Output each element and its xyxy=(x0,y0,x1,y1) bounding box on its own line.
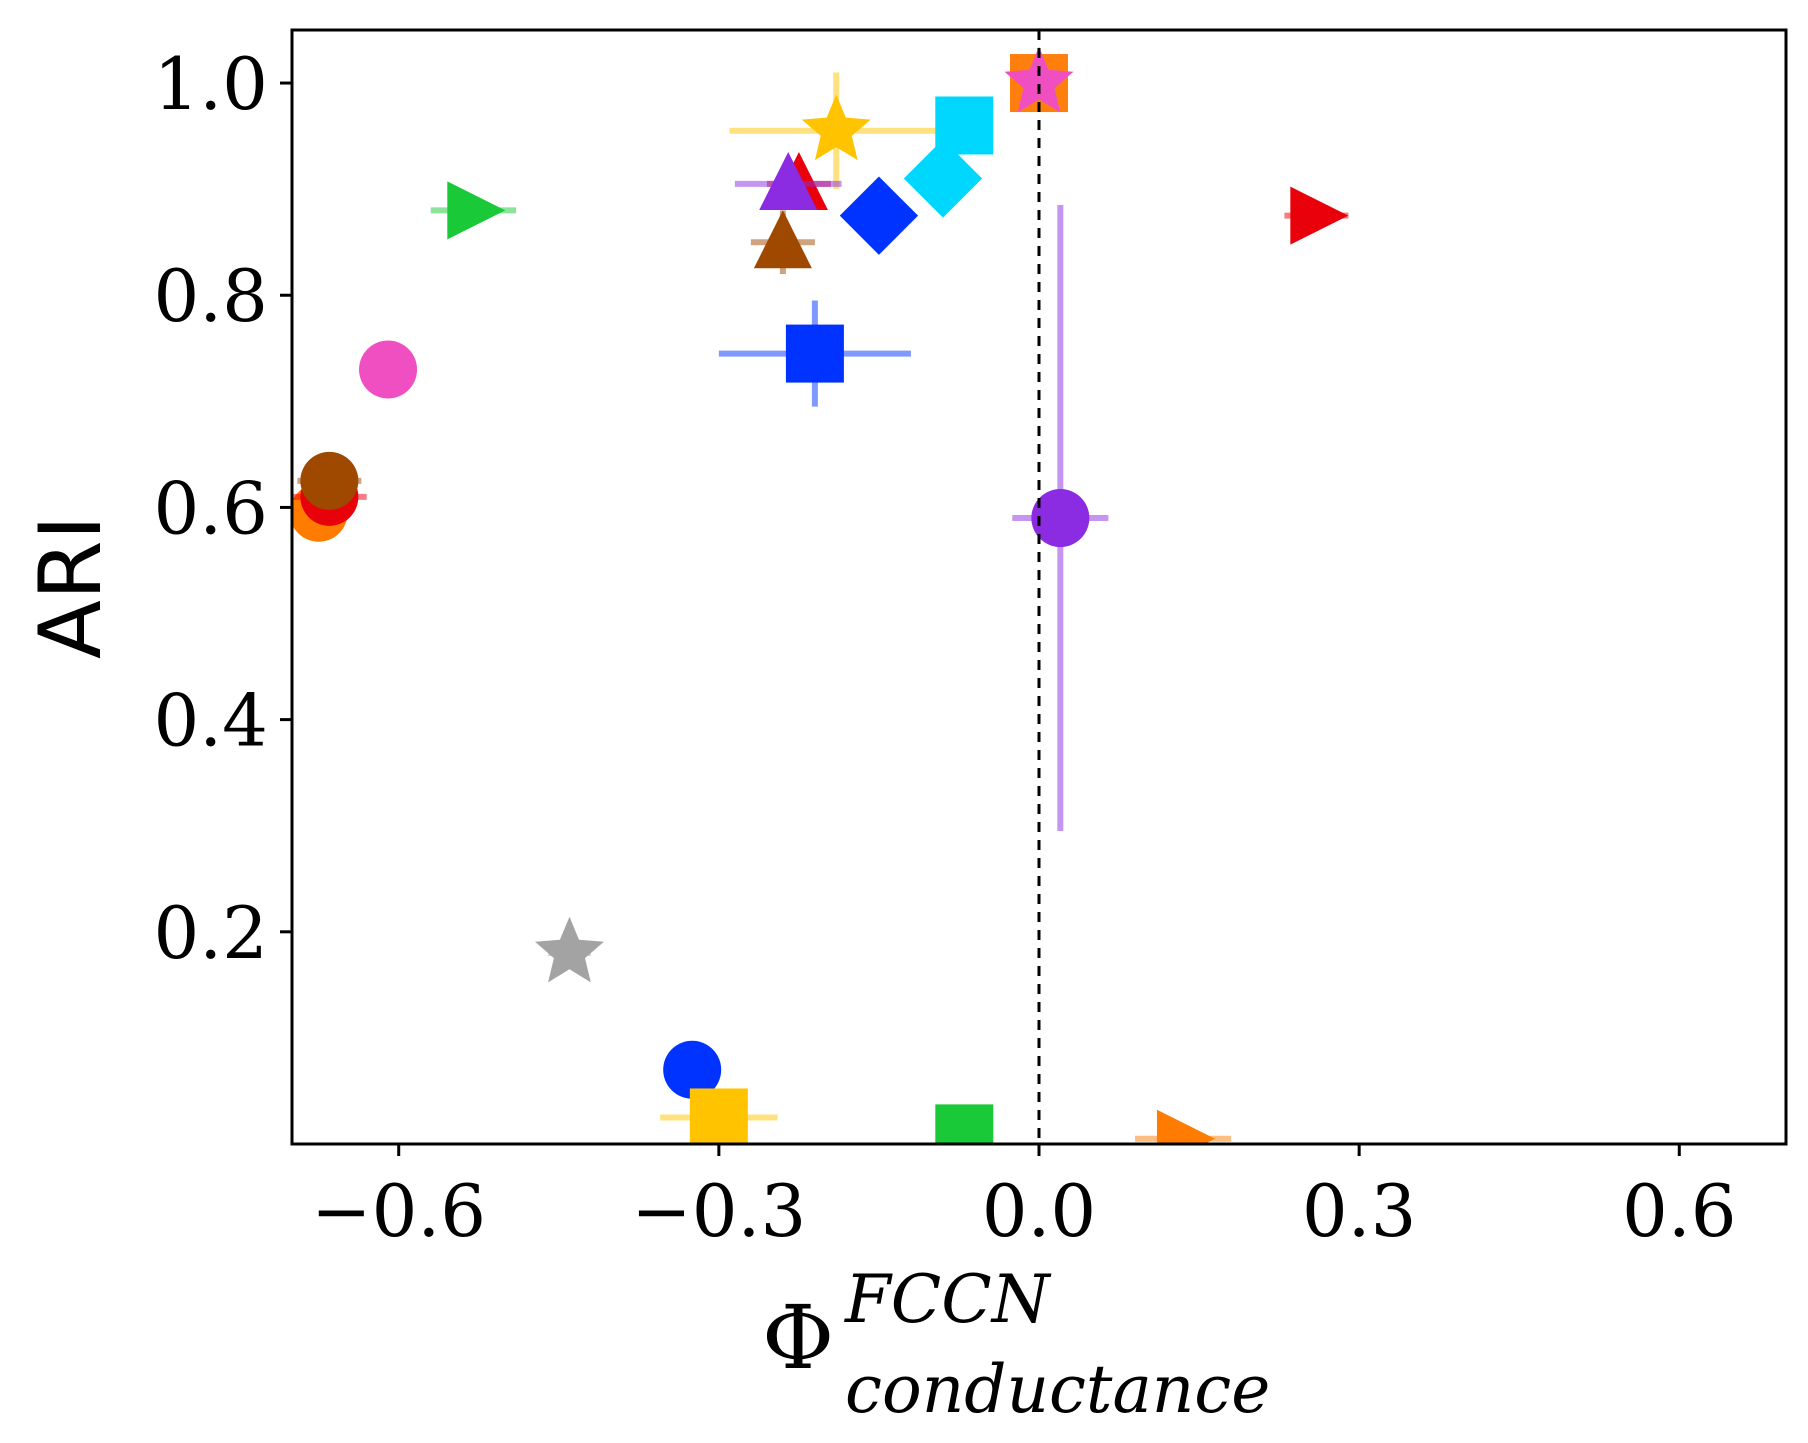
y-tick-label: 0.2 xyxy=(153,891,268,975)
data-point xyxy=(535,916,604,983)
y-tick-label: 0.8 xyxy=(153,254,268,338)
data-point xyxy=(1012,205,1109,832)
data-point xyxy=(663,1040,722,1099)
triangle-right-marker xyxy=(1290,186,1349,245)
x-axis-label-main: Φ xyxy=(762,1286,834,1389)
x-tick-label: 0.3 xyxy=(1302,1169,1417,1253)
data-point xyxy=(1135,1109,1232,1144)
data-marks xyxy=(292,46,1349,1144)
data-point xyxy=(718,300,911,407)
y-axis: 0.2 0.4 0.6 0.8 1.0 xyxy=(153,42,292,975)
data-point xyxy=(1004,46,1074,113)
data-point xyxy=(430,181,517,240)
y-tick-label: 0.6 xyxy=(153,466,268,550)
data-point xyxy=(359,340,418,399)
x-tick-label: 0.6 xyxy=(1622,1169,1737,1253)
data-point xyxy=(935,1104,994,1144)
data-point xyxy=(903,139,983,218)
data-point xyxy=(839,176,919,255)
star-marker xyxy=(1004,46,1074,113)
circle-marker xyxy=(1031,489,1090,548)
data-point xyxy=(729,72,943,190)
data-point xyxy=(750,210,815,275)
x-axis-label-subscript: conductance xyxy=(845,1351,1270,1428)
data-point xyxy=(734,151,842,210)
triangle-right-marker xyxy=(447,181,506,240)
triangle-up-marker xyxy=(753,210,812,269)
triangle-right-marker xyxy=(1156,1109,1215,1144)
circle-marker xyxy=(300,451,359,510)
y-tick-label: 1.0 xyxy=(153,42,268,126)
data-point xyxy=(660,1088,778,1144)
data-point xyxy=(1284,186,1349,245)
x-axis-label: Φ FCCN conductance xyxy=(762,1261,1270,1428)
star-marker xyxy=(535,916,604,983)
x-axis: −0.6 −0.3 0.0 0.3 0.6 xyxy=(311,1144,1737,1253)
y-tick-label: 0.4 xyxy=(153,679,268,763)
circle-marker xyxy=(359,340,418,399)
y-axis-label: ARI xyxy=(21,515,121,659)
diamond-marker xyxy=(839,176,919,255)
x-tick-label: −0.3 xyxy=(631,1169,806,1253)
star-marker xyxy=(801,94,871,161)
square-marker xyxy=(785,324,844,383)
diamond-marker xyxy=(903,139,983,218)
circle-marker xyxy=(663,1040,722,1099)
x-axis-label-superscript: FCCN xyxy=(844,1261,1052,1338)
square-marker xyxy=(689,1088,748,1144)
x-tick-label: −0.6 xyxy=(311,1169,486,1253)
triangle-up-marker xyxy=(759,151,818,210)
x-tick-label: 0.0 xyxy=(982,1169,1097,1253)
square-marker xyxy=(935,1104,994,1144)
data-point xyxy=(297,451,362,510)
